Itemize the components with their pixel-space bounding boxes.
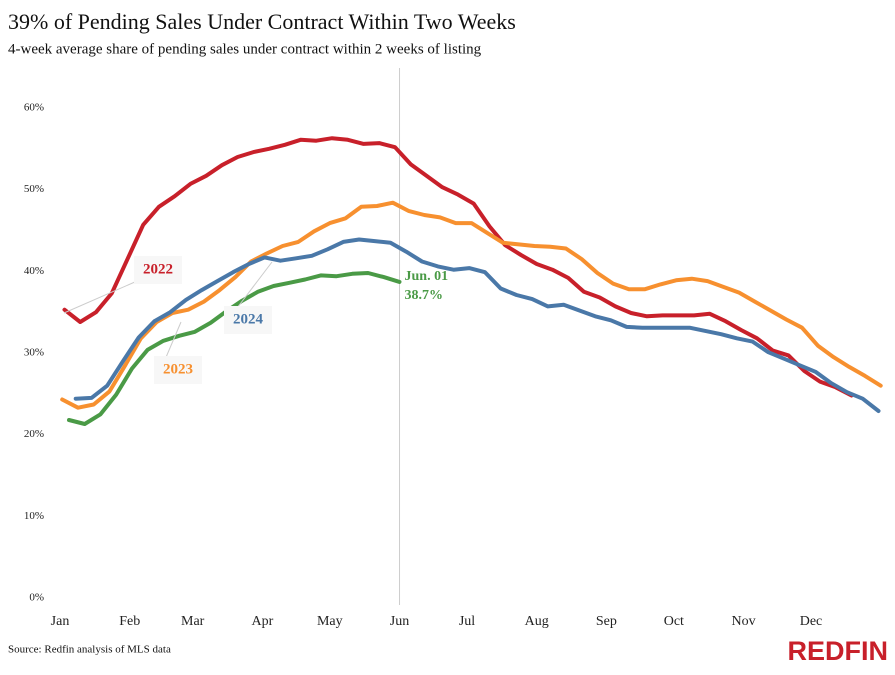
y-tick-label: 30%: [24, 347, 44, 359]
y-tick-label: 60%: [24, 102, 44, 114]
x-tick-label: Aug: [525, 614, 549, 629]
leader-line: [233, 261, 273, 313]
x-tick-label: Jul: [459, 614, 475, 629]
label-box: [224, 306, 272, 334]
series-label: 2022: [143, 261, 173, 277]
leader-line: [63, 277, 145, 314]
series-line: [67, 271, 402, 426]
x-tick-label: Jun: [390, 614, 409, 629]
y-tick-label: 20%: [24, 428, 44, 440]
source-note: Source: Redfin analysis of MLS data: [8, 644, 171, 656]
x-tick-label: Dec: [800, 614, 823, 629]
series-label: 2023: [163, 361, 193, 377]
x-tick-label: May: [317, 614, 343, 629]
x-tick-label: Jan: [51, 614, 70, 629]
y-tick-label: 10%: [24, 510, 44, 522]
x-tick-label: Mar: [181, 614, 205, 629]
label-box: [154, 356, 202, 384]
series-label: 2024: [233, 311, 264, 327]
x-tick-label: Apr: [251, 614, 273, 629]
leader-line: [163, 321, 182, 363]
y-tick-label: 40%: [24, 265, 44, 277]
x-tick-label: Feb: [119, 614, 140, 629]
series-line: [73, 237, 881, 413]
x-tick-label: Sep: [596, 614, 617, 629]
x-tick-label: Nov: [731, 614, 755, 629]
callout-value: 38.7%: [405, 288, 444, 303]
callout-label: Jun. 01: [405, 269, 449, 284]
chart-subtitle: 4-week average share of pending sales un…: [8, 41, 482, 57]
y-tick-label: 50%: [24, 183, 44, 195]
label-box: [134, 256, 182, 284]
series-line: [60, 200, 883, 410]
y-tick-label: 0%: [29, 592, 44, 604]
series-line: [62, 136, 854, 398]
brand-logo: REDFIN: [788, 636, 889, 666]
chart-title: 39% of Pending Sales Under Contract With…: [8, 9, 516, 34]
x-tick-label: Oct: [664, 614, 684, 629]
